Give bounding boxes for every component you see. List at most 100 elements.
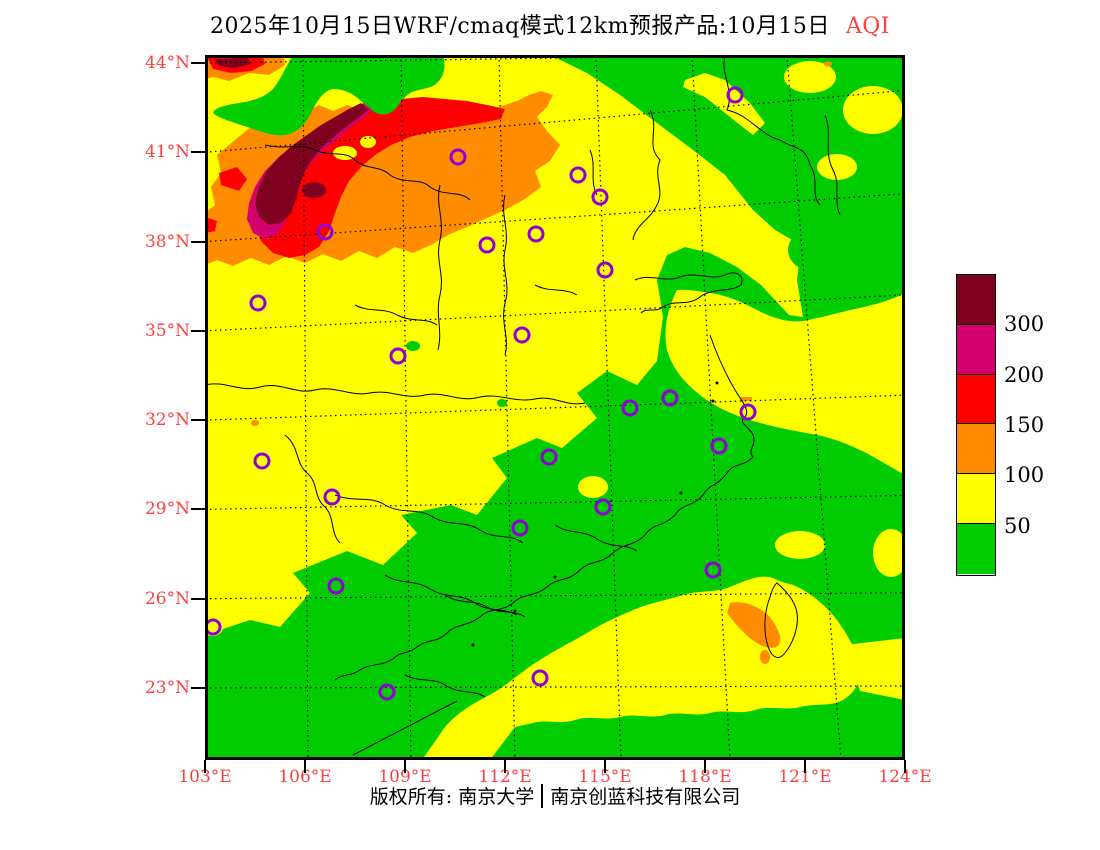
aqi-region-yellow-hole-2 [360,136,376,148]
lat-label: 41°N [144,142,190,163]
lon-label: 118°E [678,767,732,787]
aqi-region-green-patch-1 [788,230,832,270]
aqi-region-yellow-ne-patch-1 [784,61,836,93]
lon-tick [804,760,806,773]
aqi-region-yellow-pocket-1 [578,476,608,498]
station-marker-circle [527,225,545,243]
aqi-region-maroon-dot [302,182,326,198]
station-markers [205,86,757,701]
aqi-region-yellow-pocket-2 [778,377,812,423]
station-marker-circle [327,577,345,595]
aqi-region-yellow-hole-1 [333,146,357,160]
colorbar-label: 150 [1004,413,1045,437]
coastal-islands [471,381,719,647]
lat-label: 35°N [144,320,190,341]
station-marker-circle [540,448,558,466]
lat-gridline [205,89,905,153]
lon-label: 112°E [478,767,532,787]
aqi-region-orange-dot-3 [741,397,752,401]
aqi-region-yellow-ne-patch-3 [817,154,857,180]
station-marker-circle [621,399,639,417]
colorbar-segment [957,275,995,325]
aqi-region-yellow-se-lobe [845,638,905,700]
aqi-contour-map [205,55,905,760]
copyright-company: 南京创蓝科技有限公司 [550,786,741,808]
station-marker-circle [596,261,614,279]
colorbar-segment [957,424,995,475]
station-marker-circle [323,488,341,506]
aqi-region-green-main [205,55,905,760]
lon-tick [304,760,306,773]
colorbar-segment [957,374,995,425]
lon-tick [904,760,906,773]
aqi-region-red-west-patch [219,167,247,191]
title-pollutant-label: AQI [845,14,890,39]
lon-label: 124°E [878,767,932,787]
aqi-region-orange-dot-4 [824,61,832,67]
aqi-region-maroon-core [255,103,368,225]
lon-tick [704,760,706,773]
colorbar-segment [957,474,995,525]
lat-gridline [205,394,905,421]
colorbar-segment [957,324,995,375]
station-marker-circle [661,389,679,407]
station-marker-circle [511,519,529,537]
lat-gridline [205,193,905,243]
station-marker-circle [704,561,722,579]
lon-label: 103°E [178,767,232,787]
station-marker-circle [531,669,549,687]
lat-label: 23°N [144,678,190,699]
aqi-region-yellow-ne-band [683,73,765,135]
lat-tick [191,62,205,64]
lon-label: 115°E [578,767,632,787]
station-marker-circle [594,498,612,516]
lon-tick [204,760,206,773]
copyright-owner: 版权所有: 南京大学 [369,786,535,808]
station-marker-circle [513,326,531,344]
footer-separator [541,784,544,808]
colorbar-segment [957,524,995,574]
station-marker-circle [449,148,467,166]
lat-tick [191,329,205,332]
aqi-region-orange-dot-1 [760,650,770,664]
aqi-region-green-patch-3 [497,399,507,407]
station-marker-circle [378,683,396,701]
lon-tick [404,760,406,773]
lat-gridline [205,592,905,600]
colorbar-label: 200 [1004,362,1045,387]
station-marker-circle [478,236,496,254]
aqi-region-yellow-pocket-3 [775,531,825,559]
map-border [205,55,905,760]
station-marker-circle [316,223,334,241]
aqi-region-green-patch-2 [406,341,420,351]
lat-label: 29°N [144,499,190,520]
aqi-region-corner-maroon [215,58,251,68]
lat-label: 38°N [144,231,190,252]
lon-label: 121°E [778,767,832,787]
colorbar-label: 100 [1004,463,1045,488]
aqi-colorbar [956,274,996,576]
page-title: 2025年10月15日WRF/cmaq模式12km预报产品:10月15日 AQI [200,8,900,40]
aqi-region-orange-taiwan-strait [727,602,781,648]
aqi-region-orange-dot-2 [251,420,259,426]
aqi-region-green-top-strip [213,55,445,136]
lat-tick [191,419,205,422]
copyright-footer: 版权所有: 南京大学 南京创蓝科技有限公司 [205,782,905,809]
lat-label: 44°N [144,53,190,73]
station-marker-circle [591,188,609,206]
station-marker-circle [739,403,757,421]
station-marker-circle [253,452,271,470]
station-marker-circle [389,347,407,365]
station-marker-circle [249,294,267,312]
station-marker-circle [569,166,587,184]
lat-gridline [205,294,905,332]
station-marker-circle [726,86,744,104]
lon-label: 109°E [378,767,432,787]
aqi-region-yellow-east-patch [873,529,905,577]
aqi-region-yellow-ne-patch-2 [843,86,903,134]
lon-label: 106°E [278,767,332,787]
title-text: 2025年10月15日WRF/cmaq模式12km预报产品:10月15日 [210,14,830,39]
colorbar-label: 300 [1004,312,1045,337]
lat-tick [191,508,205,511]
